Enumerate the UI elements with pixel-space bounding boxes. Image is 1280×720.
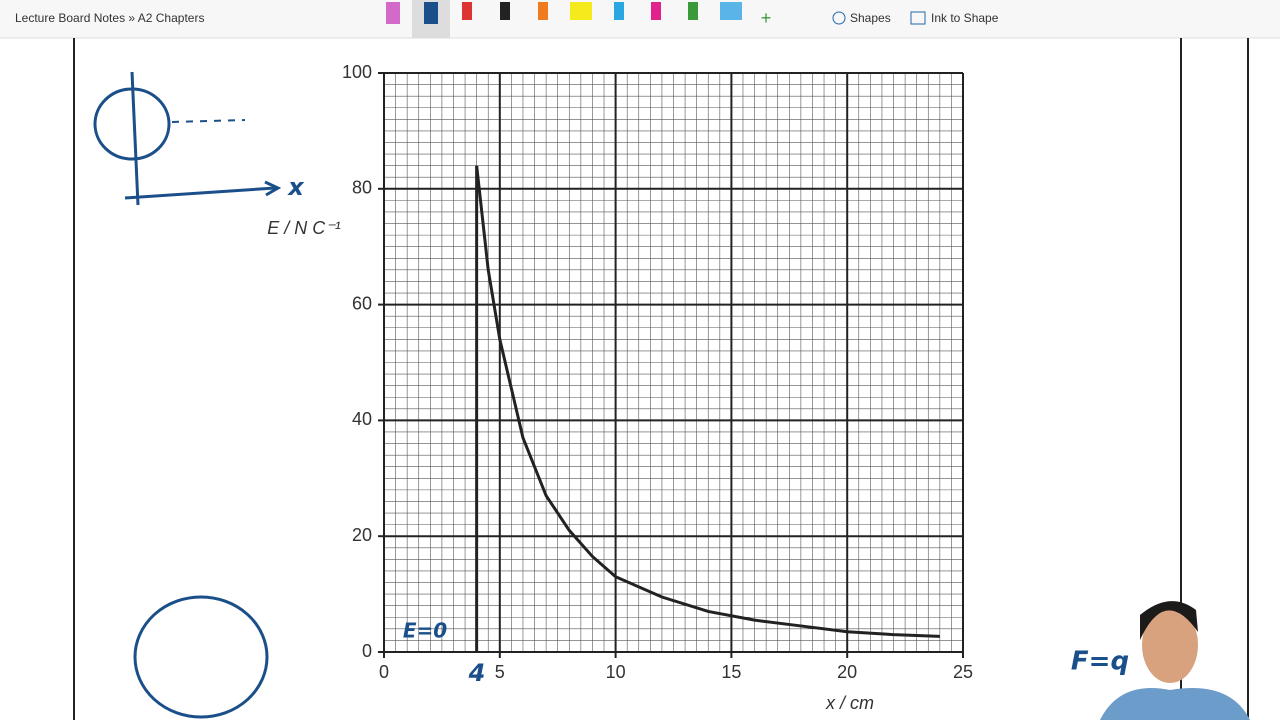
data-line <box>475 165 940 638</box>
pen[interactable] <box>651 2 661 20</box>
y-tick-label: 40 <box>352 409 372 429</box>
highlighter[interactable] <box>570 2 592 20</box>
y-tick-label: 60 <box>352 293 372 313</box>
pen[interactable] <box>424 2 438 24</box>
y-tick-label: 100 <box>342 62 372 82</box>
toolbar <box>0 0 1280 38</box>
highlighter[interactable] <box>720 2 742 20</box>
handwritten-annotation: F=q <box>1071 647 1129 677</box>
add-pen[interactable]: + <box>761 8 772 28</box>
handwritten-annotation: 4 <box>468 659 486 687</box>
x-tick-label: 10 <box>606 662 626 682</box>
pen[interactable] <box>386 2 400 24</box>
ink-to-shape-button[interactable]: Ink to Shape <box>931 11 999 25</box>
shapes-icon <box>832 11 846 25</box>
y-tick-label: 20 <box>352 525 372 545</box>
handwritten-annotation: x <box>287 173 305 201</box>
pen[interactable] <box>462 2 472 20</box>
x-axis-label: x / cm <box>825 693 874 713</box>
pen[interactable] <box>688 2 698 20</box>
x-tick-label: 15 <box>721 662 741 682</box>
shapes-button[interactable]: Shapes <box>850 11 891 25</box>
y-tick-label: 80 <box>352 178 372 198</box>
y-tick-label: 0 <box>362 641 372 661</box>
pen[interactable] <box>500 2 510 20</box>
handwritten-annotation: E=0 <box>403 619 447 643</box>
y-axis-label: E / N C⁻¹ <box>267 218 341 238</box>
x-tick-label: 5 <box>495 662 505 682</box>
x-tick-label: 0 <box>379 662 389 682</box>
ink-sketch <box>93 71 282 719</box>
breadcrumb[interactable]: Lecture Board Notes » A2 Chapters <box>15 11 204 25</box>
pen[interactable] <box>538 2 548 20</box>
pen[interactable] <box>614 2 624 20</box>
x-tick-label: 25 <box>953 662 973 682</box>
x-tick-label: 20 <box>837 662 857 682</box>
webcam <box>1100 601 1250 720</box>
pens: + <box>386 2 771 28</box>
chart: 0 20 40 60 80 100 0 5 10 15 20 25 E / N C⁻¹ x / cm E=0… <box>267 62 1129 713</box>
ink-icon <box>910 11 926 25</box>
